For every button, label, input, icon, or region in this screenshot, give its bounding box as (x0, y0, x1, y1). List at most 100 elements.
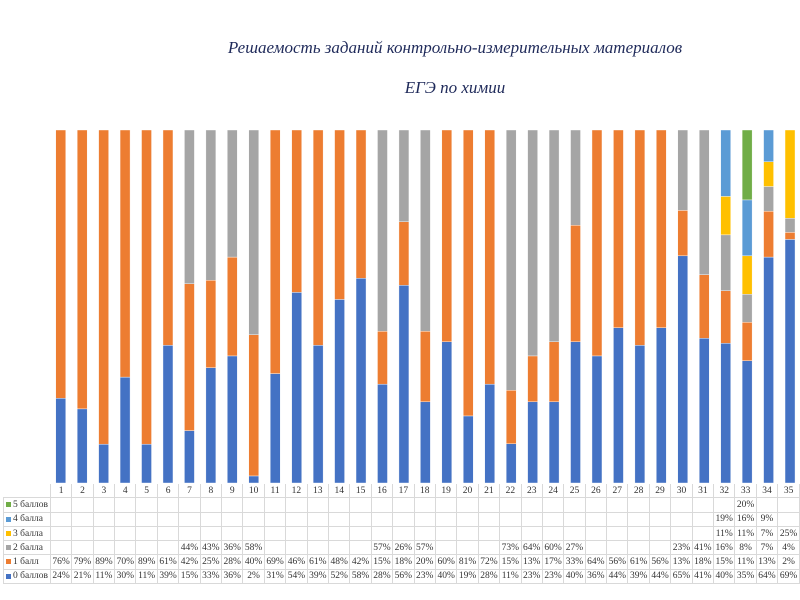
bar-segment-26-series-0 (591, 355, 603, 484)
data-label (627, 497, 650, 513)
bar-segment-34-series-2 (763, 186, 774, 212)
bar-segment-16-series-0 (377, 383, 388, 484)
data-label: 15% (499, 554, 522, 570)
data-label (413, 497, 436, 513)
data-label (777, 497, 800, 513)
category-label: 7 (178, 484, 201, 499)
data-label (499, 511, 522, 527)
data-label (263, 511, 287, 527)
category-label: 20 (456, 484, 479, 499)
data-label (49, 497, 73, 513)
bar-segment-32-series-3 (720, 196, 731, 236)
data-label (499, 497, 522, 513)
data-label (456, 525, 479, 542)
bar-segment-17-series-2 (398, 129, 410, 222)
category-label: 18 (413, 484, 436, 499)
data-label: 56% (648, 554, 672, 570)
data-label (135, 525, 158, 542)
data-label (114, 525, 137, 542)
data-label (691, 497, 715, 513)
bar-segment-32-series-0 (720, 342, 731, 484)
data-label: 79% (71, 554, 94, 570)
bar-segment-9-series-1 (227, 256, 238, 357)
bar-segment-35-series-3 (784, 129, 796, 219)
data-label (49, 511, 73, 527)
bar-segment-35-series-0 (784, 239, 796, 484)
data-label: 18% (691, 554, 715, 570)
bar-segment-25-series-2 (570, 129, 581, 226)
table-row: 5 баллов 20% (3, 497, 800, 513)
bar-segment-30-series-0 (677, 255, 688, 484)
data-label (691, 511, 715, 527)
data-label (349, 540, 372, 556)
bar-segment-3-series-0 (98, 443, 109, 484)
data-label (584, 497, 608, 513)
bar-segment-13-series-1 (312, 129, 324, 346)
data-label: 61% (627, 554, 650, 570)
data-label: 73% (499, 540, 522, 556)
data-label (606, 540, 629, 556)
data-label (156, 511, 180, 527)
data-label: 60% (434, 554, 458, 570)
data-label (306, 525, 330, 542)
bar-segment-20-series-0 (463, 415, 474, 484)
bar-segment-13-series-0 (312, 345, 324, 484)
category-label: 13 (306, 484, 330, 499)
category-label: 32 (713, 484, 736, 499)
table-row: 1 балл 76% 79% 89% 70% 89% 61% 42% 25% 28% 40% 69% 4… (3, 554, 800, 570)
data-label (199, 511, 223, 527)
bar-segment-33-series-1 (741, 322, 753, 361)
data-label (713, 497, 736, 513)
data-label: 16% (734, 511, 757, 527)
data-label: 42% (178, 554, 201, 570)
data-label (221, 497, 244, 513)
category-label: 8 (199, 484, 223, 499)
bar-segment-19-series-1 (441, 129, 453, 343)
data-label (263, 540, 287, 556)
data-label (370, 497, 394, 513)
data-label (648, 540, 672, 556)
data-label: 11% (734, 525, 757, 542)
category-label: 5 (135, 484, 158, 499)
data-label: 70% (114, 554, 137, 570)
data-label: 13% (520, 554, 543, 570)
legend-entry: 3 балла (3, 525, 51, 542)
bar-segment-22-series-2 (505, 129, 517, 391)
data-label (606, 497, 629, 513)
data-label: 40% (434, 568, 458, 585)
category-label: 19 (434, 484, 458, 499)
table-row: 4 балла 19% 16% 9% (3, 511, 800, 527)
data-label (627, 540, 650, 556)
data-label (392, 525, 415, 542)
bar-segment-10-series-2 (248, 129, 259, 335)
bar-segment-33-series-4 (741, 199, 753, 257)
data-label: 16% (713, 540, 736, 556)
category-label: 35 (777, 484, 800, 499)
data-label (92, 540, 116, 556)
data-label: 19% (456, 568, 479, 585)
data-label: 40% (713, 568, 736, 585)
data-label: 36% (221, 568, 244, 585)
data-label: 20% (413, 554, 436, 570)
table-header-row: 1 2 3 4 5 6 7 8 9 10 11 12 13 14 15 16 17 18 19 20 21 22 23 24 2… (3, 484, 800, 499)
data-label: 65% (670, 568, 693, 585)
data-label: 13% (670, 554, 693, 570)
data-label: 64% (755, 568, 779, 585)
bar-segment-33-series-3 (741, 255, 753, 295)
data-label (777, 511, 800, 527)
data-label: 23% (413, 568, 436, 585)
bar-segment-35-series-1 (784, 232, 796, 240)
legend-swatch-icon (6, 516, 11, 522)
data-label (584, 525, 608, 542)
data-label: 56% (606, 554, 629, 570)
data-label: 15% (370, 554, 394, 570)
data-label (92, 511, 116, 527)
data-label: 48% (327, 554, 351, 570)
table-row: 0 баллов 24% 21% 11% 30% 11% 39% 15% 33% 36% 2% 31%… (3, 568, 800, 585)
legend-entry: 1 балл (3, 554, 51, 570)
data-label (606, 525, 629, 542)
bar-segment-16-series-2 (377, 129, 388, 332)
bar-segment-24-series-2 (548, 129, 560, 343)
bar-segment-33-series-5 (741, 129, 753, 201)
bar-segment-32-series-4 (720, 129, 731, 197)
